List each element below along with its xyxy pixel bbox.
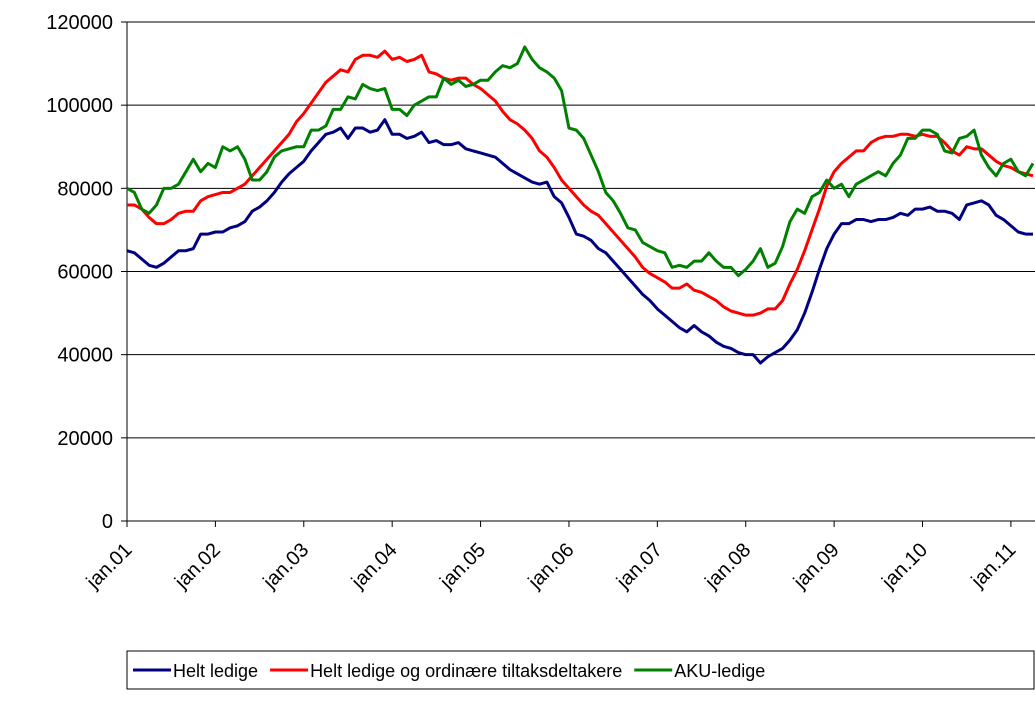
x-tick-label: jan.11 <box>967 539 1021 593</box>
y-tick-label: 100000 <box>46 95 113 117</box>
x-tick-label: jan.08 <box>700 539 755 594</box>
series-line <box>127 49 1034 317</box>
legend-label: Helt ledige <box>173 661 258 681</box>
y-tick-label: 60000 <box>57 262 113 284</box>
y-tick-label: 80000 <box>57 178 113 200</box>
y-tick-label: 120000 <box>46 12 113 34</box>
x-tick-label: jan.02 <box>170 539 225 594</box>
x-tick-label: jan.01 <box>82 539 137 594</box>
legend-label: Helt ledige og ordinære tiltaksdeltakere <box>310 661 622 681</box>
legend-label: AKU-ledige <box>674 661 765 681</box>
x-tick-label: jan.07 <box>612 539 667 594</box>
y-tick-label: 20000 <box>57 428 113 450</box>
y-tick-label: 40000 <box>57 345 113 367</box>
x-tick-label: jan.10 <box>877 539 932 594</box>
series-line <box>126 45 1035 278</box>
x-tick-label: jan.06 <box>524 539 579 594</box>
x-tick-label: jan.03 <box>259 539 314 594</box>
x-tick-label: jan.05 <box>435 539 490 594</box>
legend: Helt ledige Helt ledige og ordinære tilta… <box>126 650 1035 690</box>
x-tick-label: jan.04 <box>347 539 402 594</box>
x-tick-label: jan.09 <box>789 539 844 594</box>
series-line <box>126 118 1033 365</box>
y-tick-label: 0 <box>102 511 113 533</box>
